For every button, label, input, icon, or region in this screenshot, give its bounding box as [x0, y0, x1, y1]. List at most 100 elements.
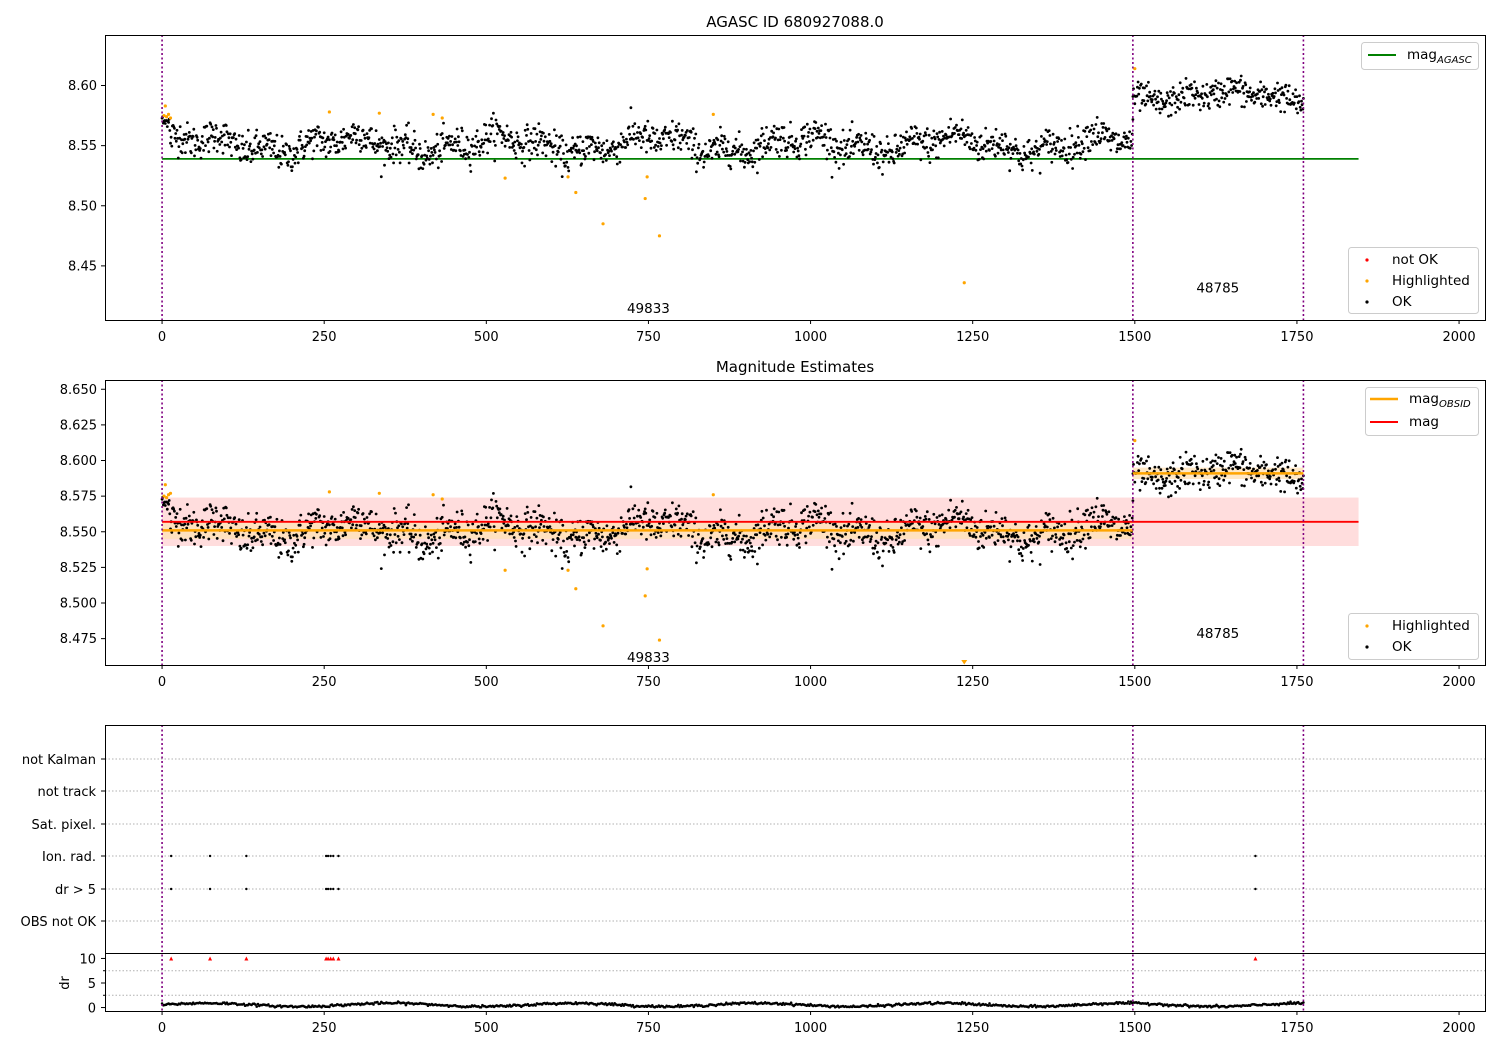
ok-point — [918, 522, 921, 526]
ok-point — [663, 125, 667, 129]
highlighted-point — [643, 196, 647, 201]
ok-point — [649, 533, 653, 537]
ok-point — [1018, 152, 1022, 155]
ok-point — [1173, 91, 1176, 95]
ok-point — [1296, 111, 1299, 115]
ok-point — [265, 142, 269, 146]
ok-point — [237, 146, 241, 150]
ok-point — [746, 158, 750, 162]
ok-point — [246, 128, 250, 132]
ok-point — [718, 143, 722, 147]
ok-point — [428, 162, 432, 166]
ok-point — [1279, 490, 1283, 493]
ok-point — [1268, 477, 1272, 481]
ok-point — [436, 556, 440, 560]
ok-point — [638, 139, 641, 143]
ok-point — [525, 518, 528, 522]
estimates-y-tick-label: 8.575 — [60, 490, 97, 505]
ok-point — [697, 146, 700, 150]
ok-point — [902, 532, 906, 536]
ok-point — [1042, 522, 1046, 526]
ok-point — [549, 144, 552, 148]
ok-point — [1275, 478, 1279, 481]
ok-point — [1258, 89, 1262, 93]
ok-point — [1017, 548, 1021, 552]
ok-point — [1029, 161, 1033, 165]
ok-point — [639, 146, 643, 150]
ok-point — [422, 552, 426, 556]
ok-point — [207, 150, 211, 154]
ok-point — [1051, 132, 1055, 136]
ok-point — [567, 169, 571, 173]
ok-point — [1178, 455, 1182, 459]
ok-point — [1238, 90, 1242, 93]
ok-point — [553, 511, 556, 515]
ok-point — [899, 518, 903, 522]
ok-point — [301, 146, 305, 149]
ok-point — [680, 512, 684, 516]
ok-point — [387, 157, 391, 161]
ok-point — [342, 511, 345, 514]
ok-point — [658, 137, 661, 140]
ok-point — [927, 542, 930, 546]
ok-point — [335, 140, 339, 144]
ok-point — [405, 506, 408, 509]
ok-point — [1278, 101, 1281, 104]
ok-point — [523, 554, 526, 558]
ok-point — [255, 511, 259, 515]
ok-point — [1217, 81, 1220, 85]
ok-point — [1173, 468, 1176, 472]
ok-point — [619, 516, 623, 520]
ok-point — [1202, 479, 1206, 483]
ok-point — [477, 139, 480, 143]
ok-point — [318, 130, 322, 134]
ok-point — [455, 127, 459, 131]
ok-point — [1019, 552, 1023, 555]
ok-point — [960, 118, 964, 122]
ok-point — [628, 132, 631, 136]
ok-point — [684, 514, 688, 518]
ok-point — [1006, 535, 1010, 538]
ok-point — [291, 546, 295, 550]
ok-point — [550, 160, 554, 164]
ok-point — [823, 517, 827, 520]
ok-point — [1117, 133, 1120, 137]
ok-point — [1030, 559, 1034, 563]
ok-point — [1014, 522, 1017, 526]
ok-point — [267, 523, 271, 527]
ok-point — [293, 161, 297, 165]
ok-point — [979, 134, 983, 138]
ok-point — [457, 135, 460, 139]
ok-point — [1263, 481, 1267, 485]
ok-point — [608, 542, 611, 545]
ok-point — [800, 134, 804, 138]
ok-point — [1071, 155, 1075, 159]
ok-point — [804, 153, 808, 157]
ok-point — [427, 546, 431, 550]
ok-point — [555, 153, 559, 156]
ok-point — [323, 145, 327, 149]
ok-point — [955, 506, 958, 509]
ok-point — [1123, 532, 1127, 535]
ok-point — [508, 532, 512, 536]
agasc-x-tick-label: 0 — [158, 330, 166, 345]
ok-point — [1178, 81, 1182, 85]
ok-point — [741, 150, 744, 154]
ok-point — [1064, 541, 1068, 545]
ok-point — [609, 534, 613, 538]
flag-row-label: OBS not OK — [21, 915, 97, 930]
ok-point — [712, 524, 716, 527]
ok-point — [586, 135, 590, 139]
ok-point — [335, 526, 339, 529]
ok-point — [420, 154, 424, 158]
ok-point — [876, 541, 880, 545]
ok-point — [287, 549, 290, 553]
ok-point — [1032, 537, 1035, 541]
ok-point — [817, 132, 821, 135]
ok-point — [990, 147, 994, 151]
ok-point — [826, 148, 829, 152]
ok-point — [737, 148, 740, 151]
ok-point — [379, 141, 382, 145]
ok-point — [523, 128, 527, 132]
ok-point — [975, 140, 979, 144]
